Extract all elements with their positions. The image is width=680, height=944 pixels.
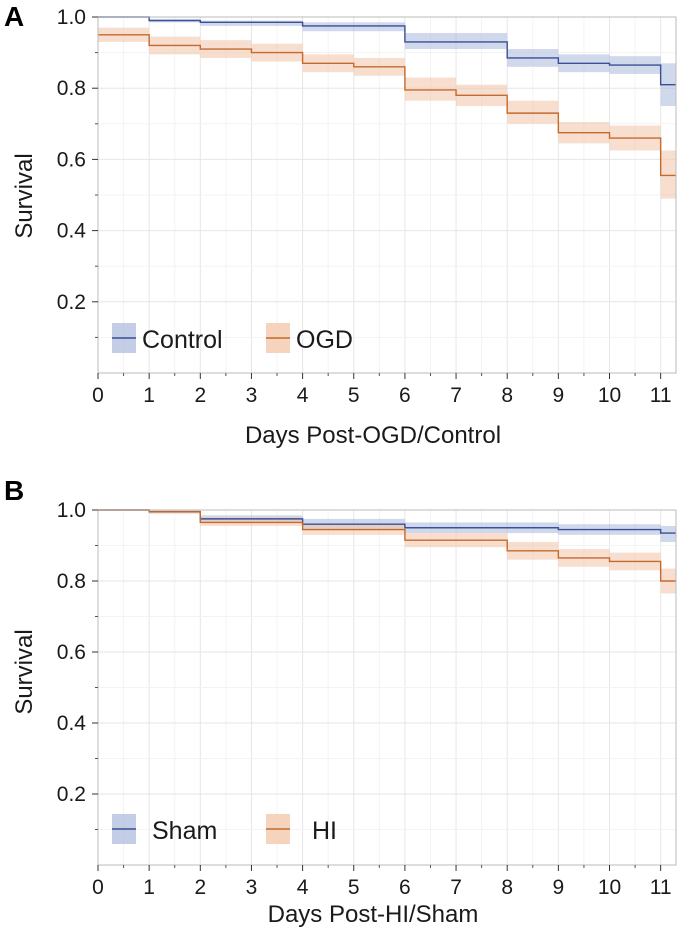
legend-a: Control OGD	[112, 323, 353, 354]
x-tick-label-a: 0	[92, 384, 104, 407]
legend-label-control: Control	[142, 326, 223, 354]
grid-b	[97, 509, 676, 865]
x-tick-label-b: 1	[143, 876, 155, 899]
curve-hi	[98, 509, 676, 582]
y-tick-label-b: 0.2	[57, 783, 86, 806]
x-tick-label-b: 3	[246, 876, 258, 899]
y-tick-label-a: 1.0	[57, 6, 86, 29]
band-sham	[660, 525, 676, 542]
y-axis-label-a: Survival	[11, 153, 38, 238]
legend-label-hi: HI	[312, 817, 337, 845]
ticks-a: 0 1 2 3 4 5 6 7 8 9 10 11 0.2 0.4 0.6 0.8 1.0	[57, 6, 672, 407]
x-tick-label-b: 9	[553, 876, 565, 899]
curve-control	[98, 16, 676, 86]
band-hi	[200, 517, 303, 526]
x-tick-label-a: 1	[143, 384, 155, 407]
x-tick-label-a: 5	[348, 384, 360, 407]
panel-label-b: B	[4, 475, 24, 506]
x-tick-label-b: 10	[598, 876, 621, 899]
x-tick-label-a: 6	[399, 384, 411, 407]
x-tick-label-a: 3	[246, 384, 258, 407]
band-control	[200, 20, 303, 26]
y-tick-label-a: 0.4	[57, 220, 87, 243]
y-tick-label-a: 0.2	[57, 291, 86, 314]
x-tick-label-b: 4	[297, 876, 309, 899]
x-tick-label-a: 11	[650, 384, 672, 407]
band-control	[302, 22, 405, 32]
legend-b: Sham HI	[112, 814, 337, 845]
grid-a	[97, 16, 676, 373]
x-tick-label-b: 5	[348, 876, 360, 899]
panel-label-a: A	[4, 1, 24, 32]
x-tick-label-a: 2	[194, 384, 206, 407]
y-tick-label-a: 0.6	[57, 148, 86, 171]
y-tick-label-a: 0.8	[57, 77, 86, 100]
x-tick-label-b: 7	[450, 876, 462, 899]
band-ogd	[507, 100, 559, 124]
survival-curves-a	[98, 16, 676, 177]
x-tick-label-a: 4	[297, 384, 309, 407]
x-axis-label-a: Days Post-OGD/Control	[245, 422, 501, 449]
band-control	[404, 33, 508, 50]
y-axis-label-b: Survival	[11, 629, 38, 714]
panel-a: A Survival Days Post-OGD/Control 0 1 2 3 4 5 6…	[4, 1, 677, 449]
survival-curves-b	[98, 509, 676, 582]
legend-label-sham: Sham	[152, 817, 217, 845]
band-ogd	[404, 77, 457, 101]
x-tick-label-b: 0	[92, 876, 104, 899]
ticks-b: 0 1 2 3 4 5 6 7 8 9 10 11 0.2 0.4 0.6 0.8 1.0	[57, 499, 672, 899]
x-tick-label-a: 10	[598, 384, 621, 407]
y-tick-label-b: 0.6	[57, 641, 86, 664]
x-tick-label-b: 2	[194, 876, 206, 899]
x-tick-label-a: 8	[501, 384, 513, 407]
x-tick-label-b: 6	[399, 876, 411, 899]
band-ogd	[660, 150, 676, 199]
y-tick-label-b: 0.4	[57, 712, 87, 735]
x-tick-label-b: 11	[650, 876, 672, 899]
x-axis-label-b: Days Post-HI/Sham	[268, 901, 479, 928]
x-tick-label-a: 7	[450, 384, 462, 407]
x-tick-label-a: 9	[553, 384, 565, 407]
legend-label-ogd: OGD	[296, 326, 353, 354]
y-tick-label-b: 0.8	[57, 570, 86, 593]
x-tick-label-b: 8	[501, 876, 513, 899]
y-tick-label-b: 1.0	[57, 499, 86, 522]
panel-b: B Survival Days Post-HI/Sham 0 1 2 3 4 5 6 7 8 9 1…	[4, 475, 677, 928]
curve-ogd	[98, 34, 676, 177]
